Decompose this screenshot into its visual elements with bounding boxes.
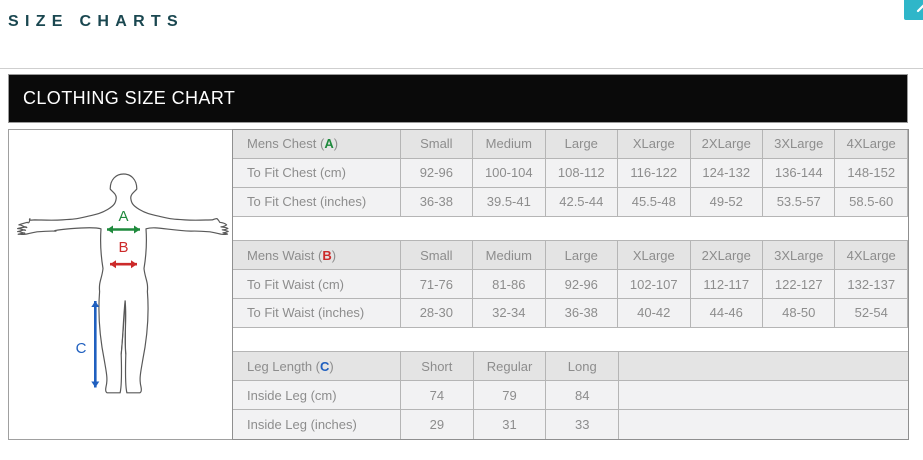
svg-text:A: A bbox=[118, 208, 128, 225]
svg-text:C: C bbox=[76, 340, 87, 357]
svg-text:B: B bbox=[118, 239, 128, 256]
